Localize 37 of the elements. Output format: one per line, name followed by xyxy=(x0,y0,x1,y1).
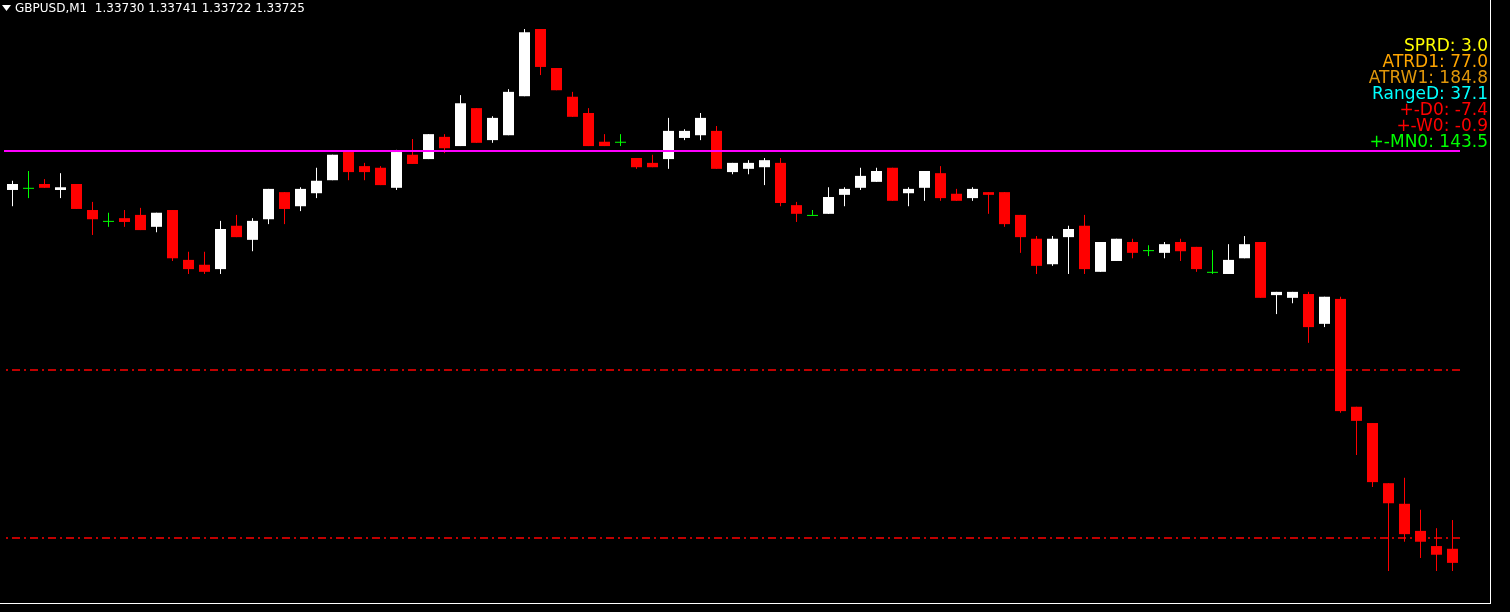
candlestick xyxy=(487,115,498,144)
candlestick xyxy=(1175,238,1186,262)
candlestick xyxy=(903,186,914,207)
candlestick xyxy=(567,91,578,118)
candlestick xyxy=(919,170,930,202)
candlestick xyxy=(407,138,418,165)
candlestick xyxy=(839,186,850,207)
candlestick xyxy=(1015,214,1026,254)
candlestick xyxy=(1223,243,1234,275)
candlestick xyxy=(7,180,18,207)
candlestick xyxy=(1191,246,1202,273)
candlestick xyxy=(311,167,322,199)
candlestick xyxy=(439,133,450,154)
candlestick xyxy=(1143,244,1154,257)
candlestick xyxy=(1207,249,1218,275)
candlestick xyxy=(855,167,866,191)
candlestick xyxy=(295,186,306,212)
candlestick xyxy=(23,170,34,199)
candlestick xyxy=(759,157,770,186)
candlestick xyxy=(615,133,626,147)
candlestick xyxy=(343,151,354,181)
candlestick xyxy=(1127,238,1138,259)
candlestick xyxy=(87,201,98,236)
candlestick xyxy=(983,191,994,215)
candlestick xyxy=(103,212,114,228)
candlestick xyxy=(1351,406,1362,456)
candlestick xyxy=(183,251,194,275)
candlestick xyxy=(55,172,66,199)
candlestick xyxy=(791,201,802,223)
candlestick xyxy=(247,217,258,252)
candlestick xyxy=(199,251,210,275)
candlestick xyxy=(807,209,818,216)
candlestick xyxy=(279,191,290,225)
candlestick xyxy=(823,186,834,215)
chart-title: GBPUSD,M1 1.33730 1.33741 1.33722 1.33725 xyxy=(15,1,305,15)
candlestick xyxy=(695,112,706,141)
candlestick xyxy=(1063,225,1074,275)
